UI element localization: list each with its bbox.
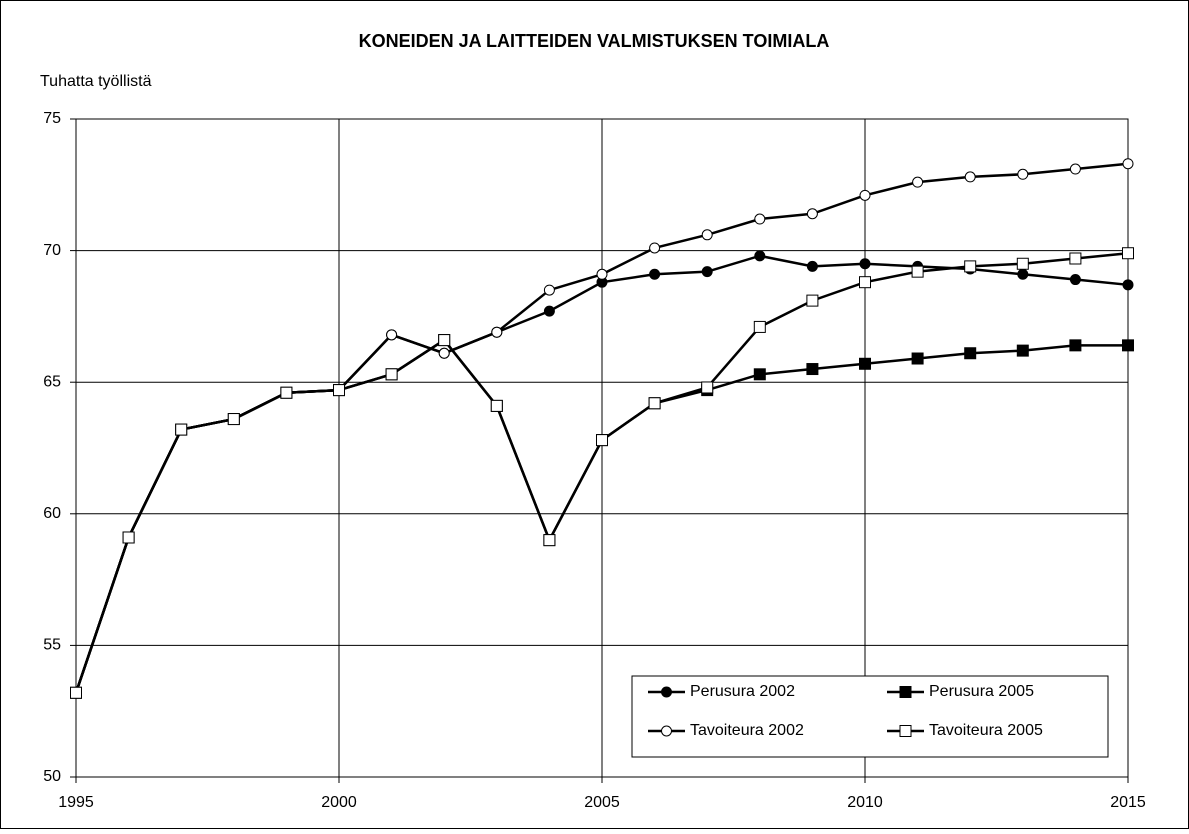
marker [964,347,977,360]
chart-title: KONEIDEN JA LAITTEIDEN VALMISTUKSEN TOIM… [359,31,830,51]
marker [385,368,398,381]
marker [333,384,345,397]
marker [806,294,819,307]
marker [227,413,240,426]
x-tick-label: 1995 [58,794,94,811]
x-tick-label: 2005 [584,794,620,811]
marker [649,242,661,254]
marker [438,347,450,359]
marker [175,423,188,436]
marker [386,329,398,341]
marker [543,534,556,547]
marker [649,268,661,280]
marker [1069,163,1081,175]
marker [543,305,555,317]
marker [806,260,818,272]
marker [491,326,503,338]
marker [1122,158,1134,170]
marker [859,276,871,289]
marker [438,334,451,347]
marker [911,265,924,278]
x-tick-label: 2010 [847,794,883,811]
marker [1017,268,1029,280]
marker [753,320,766,333]
x-tick-label: 2000 [321,794,357,811]
marker [964,260,977,273]
marker [911,352,924,365]
marker [1069,274,1081,286]
marker [1122,339,1134,352]
y-tick-label: 50 [43,768,61,785]
legend-label: Tavoiteura 2002 [690,722,804,739]
marker [859,357,871,370]
legend-label: Tavoiteura 2005 [929,722,1043,739]
y-tick-label: 55 [43,637,61,654]
marker [490,399,503,412]
marker [1016,344,1029,357]
y-tick-label: 70 [43,242,61,259]
marker [1016,257,1029,270]
marker [806,363,819,376]
legend [631,675,1109,758]
marker [701,381,714,394]
marker [753,368,766,381]
marker [754,213,766,225]
marker [648,397,661,410]
legend-label: Perusura 2002 [690,683,795,700]
marker [754,250,766,262]
y-tick-label: 75 [43,110,61,127]
marker [122,531,135,544]
y-axis-label: Tuhatta työllistä [40,73,152,90]
marker [912,176,924,188]
marker [859,258,871,270]
marker [1122,279,1134,291]
marker [701,266,713,278]
marker [964,171,976,183]
y-tick-label: 60 [43,505,61,522]
marker [1069,252,1082,265]
marker [596,434,608,447]
marker [1017,168,1029,180]
marker [280,386,293,399]
y-tick-label: 65 [43,373,61,390]
marker [596,268,608,280]
x-tick-label: 2015 [1110,794,1146,811]
legend-marker [661,725,672,737]
marker [859,189,871,201]
legend-marker [661,686,672,698]
marker [1069,339,1082,352]
marker [1122,247,1134,260]
marker [70,686,82,699]
marker [701,229,713,241]
legend-marker [899,725,912,737]
marker [543,284,555,296]
legend-label: Perusura 2005 [929,683,1034,700]
marker [806,208,818,220]
legend-marker [899,686,912,698]
